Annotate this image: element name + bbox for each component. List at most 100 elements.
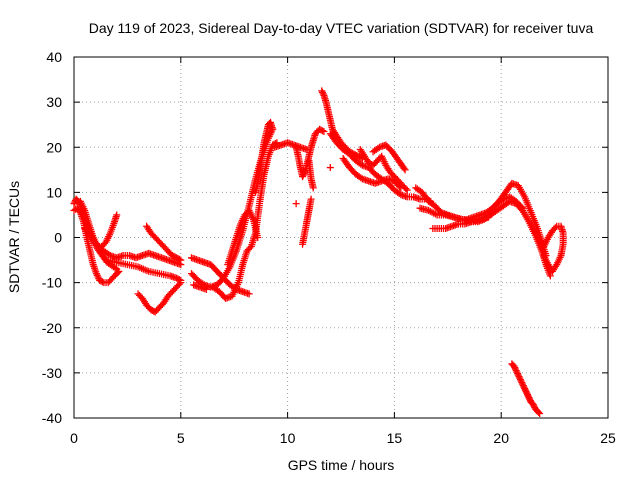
series-arc-17 xyxy=(292,200,300,208)
series-arc-29 xyxy=(540,222,567,275)
data-point xyxy=(299,171,307,179)
series-arc-6 xyxy=(143,222,185,264)
data-point xyxy=(177,256,185,264)
series-arc-11 xyxy=(224,206,262,269)
y-tick-label: -40 xyxy=(42,410,62,426)
data-point xyxy=(514,371,522,379)
data-point xyxy=(517,377,525,385)
data-point xyxy=(307,195,315,203)
data-point xyxy=(98,278,106,286)
series-arc-18 xyxy=(305,157,317,192)
y-tick-label: 20 xyxy=(46,139,62,155)
data-point xyxy=(514,370,522,378)
data-point xyxy=(551,224,559,232)
data-point xyxy=(299,173,307,181)
data-points xyxy=(70,87,567,417)
data-point xyxy=(318,88,326,96)
data-point xyxy=(519,382,527,390)
data-point xyxy=(309,184,317,192)
data-point xyxy=(516,376,524,384)
y-tick-label: 30 xyxy=(46,94,62,110)
data-point xyxy=(401,166,409,174)
x-tick-label: 15 xyxy=(387,430,403,446)
series-arc-23 xyxy=(369,141,409,174)
data-point xyxy=(536,409,544,417)
data-point xyxy=(513,368,521,376)
data-point xyxy=(292,200,300,208)
series-arc-28 xyxy=(487,193,527,214)
data-point xyxy=(530,402,538,410)
data-point xyxy=(510,362,518,370)
data-point xyxy=(300,170,308,178)
series-arc-16 xyxy=(299,195,315,248)
data-point xyxy=(519,380,527,388)
data-point xyxy=(521,386,529,394)
data-point xyxy=(529,400,537,408)
series-arc-22 xyxy=(356,146,411,194)
data-point xyxy=(175,255,183,263)
data-point xyxy=(177,279,185,287)
data-point xyxy=(524,392,532,400)
data-point xyxy=(115,267,123,275)
x-tick-label: 0 xyxy=(70,430,78,446)
x-tick-label: 20 xyxy=(493,430,509,446)
series-arc-30 xyxy=(508,360,544,417)
data-point xyxy=(318,87,326,95)
data-point xyxy=(516,374,524,382)
data-point xyxy=(484,213,492,221)
data-point xyxy=(320,127,328,135)
data-point xyxy=(526,395,534,403)
data-point xyxy=(512,367,520,375)
data-point xyxy=(114,268,122,276)
data-point xyxy=(254,234,262,241)
series-arc-10 xyxy=(209,139,281,302)
series-arc-12 xyxy=(190,281,210,293)
chart-title: Day 119 of 2023, Sidereal Day-to-day VTE… xyxy=(89,20,594,36)
data-point xyxy=(520,383,528,391)
series-arc-24 xyxy=(326,164,334,172)
data-point xyxy=(535,408,543,416)
y-tick-label: -10 xyxy=(42,275,62,291)
y-tick-label: 0 xyxy=(54,230,62,246)
data-point xyxy=(523,389,531,397)
data-point xyxy=(511,364,519,372)
y-tick-label: 10 xyxy=(46,184,62,200)
data-point xyxy=(518,379,526,387)
data-point xyxy=(522,388,530,396)
data-point xyxy=(113,211,121,219)
series-arc-4 xyxy=(81,224,185,269)
data-point xyxy=(319,90,327,98)
x-tick-label: 10 xyxy=(280,430,296,446)
data-point xyxy=(245,290,253,298)
x-tick-label: 5 xyxy=(177,430,185,446)
data-point xyxy=(519,204,527,212)
data-point xyxy=(202,285,210,293)
series-arc-13 xyxy=(252,118,277,196)
series-arc-5 xyxy=(102,256,185,284)
data-point xyxy=(403,186,411,194)
grid-lines xyxy=(74,57,608,418)
data-point xyxy=(515,373,523,381)
x-tick-labels: 0 5 10 15 20 25 xyxy=(70,430,616,446)
data-point xyxy=(402,185,410,193)
data-point xyxy=(318,127,326,135)
y-axis-label: SDTVAR / TECUs xyxy=(6,181,22,293)
data-point xyxy=(326,164,334,172)
y-tick-labels: -40 -30 -20 -10 0 10 20 30 40 xyxy=(42,49,62,426)
data-point xyxy=(546,272,554,280)
data-point xyxy=(511,365,519,373)
series-arc-7 xyxy=(134,279,185,316)
data-point xyxy=(517,203,525,211)
x-axis-label: GPS time / hours xyxy=(288,457,395,473)
data-point xyxy=(400,164,408,172)
series-arc-2 xyxy=(70,204,123,287)
data-point xyxy=(175,280,183,288)
y-tick-label: 40 xyxy=(46,49,62,65)
data-point xyxy=(111,264,119,272)
data-point xyxy=(269,125,277,133)
y-tick-label: -30 xyxy=(42,365,62,381)
y-tick-label: -20 xyxy=(42,320,62,336)
series-arc-20 xyxy=(326,130,435,205)
axis-ticks xyxy=(73,56,609,419)
